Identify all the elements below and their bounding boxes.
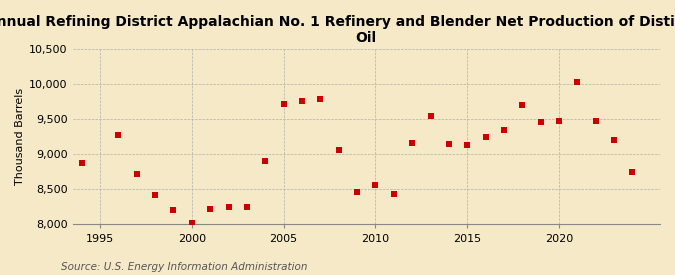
Point — [517, 103, 528, 108]
Point — [609, 138, 620, 142]
Point — [591, 119, 601, 123]
Point — [480, 134, 491, 139]
Point — [425, 114, 436, 119]
Point — [260, 159, 271, 164]
Point — [388, 191, 399, 196]
Point — [407, 141, 418, 145]
Point — [333, 148, 344, 152]
Point — [443, 142, 454, 146]
Point — [554, 119, 564, 123]
Point — [278, 102, 289, 106]
Title: Annual Refining District Appalachian No. 1 Refinery and Blender Net Production o: Annual Refining District Appalachian No.… — [0, 15, 675, 45]
Point — [499, 128, 510, 132]
Text: Source: U.S. Energy Information Administration: Source: U.S. Energy Information Administ… — [61, 262, 307, 272]
Point — [627, 170, 638, 174]
Point — [352, 189, 362, 194]
Point — [242, 205, 252, 209]
Point — [223, 205, 234, 209]
Point — [296, 99, 307, 103]
Point — [462, 143, 472, 147]
Point — [150, 193, 161, 197]
Point — [132, 172, 142, 176]
Point — [113, 133, 124, 137]
Point — [370, 183, 381, 187]
Point — [315, 97, 326, 101]
Point — [535, 120, 546, 124]
Point — [76, 161, 87, 165]
Point — [186, 221, 197, 225]
Point — [572, 80, 583, 84]
Point — [205, 207, 215, 211]
Point — [168, 208, 179, 213]
Y-axis label: Thousand Barrels: Thousand Barrels — [15, 88, 25, 185]
